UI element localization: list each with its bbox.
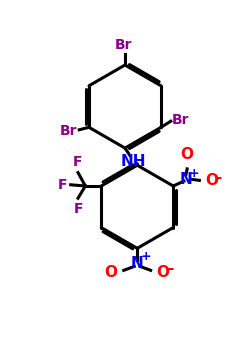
Text: F: F <box>73 155 82 169</box>
Text: +: + <box>188 167 199 180</box>
Text: F: F <box>58 178 68 192</box>
Text: O: O <box>156 265 169 280</box>
Text: N: N <box>180 172 192 187</box>
Text: NH: NH <box>121 154 146 169</box>
Text: +: + <box>140 250 151 264</box>
Text: O: O <box>205 173 218 188</box>
Text: -: - <box>167 261 173 276</box>
Text: -: - <box>215 170 221 185</box>
Text: Br: Br <box>60 124 77 138</box>
Text: Br: Br <box>115 38 132 52</box>
Text: Br: Br <box>172 112 190 126</box>
Text: O: O <box>105 265 118 280</box>
Text: N: N <box>131 256 143 271</box>
Text: O: O <box>181 147 194 162</box>
Text: F: F <box>73 202 83 216</box>
